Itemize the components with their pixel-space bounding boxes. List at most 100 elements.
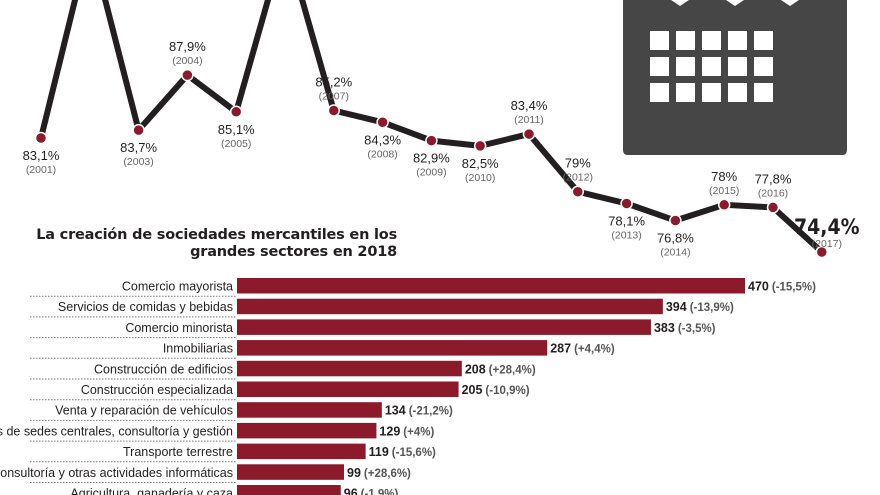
line-segment — [770, 205, 824, 255]
year-label: (2012) — [563, 172, 593, 184]
data-point — [132, 123, 145, 137]
bar-value-label: 99 (+28,6%) — [347, 466, 411, 480]
bar-value-label: 119 (-15,6%) — [369, 445, 436, 459]
value-label: 79% — [565, 156, 591, 171]
category-label: Programación, consultoría y otras activi… — [0, 466, 233, 480]
factory-window — [676, 57, 695, 76]
factory-window — [676, 83, 695, 102]
bar-value-label: 205 (-10,9%) — [462, 383, 530, 397]
data-point — [473, 139, 487, 153]
year-label: (2013) — [611, 230, 641, 242]
bar-value-label: 208 (+28,4%) — [465, 362, 536, 376]
factory-roof-notch — [671, 0, 689, 6]
line-segment — [479, 131, 530, 149]
factory-icon — [623, 0, 847, 155]
data-point — [717, 198, 731, 212]
value-label: 83,1% — [23, 148, 60, 163]
bar — [237, 319, 651, 335]
year-label: (2003) — [123, 156, 153, 168]
bar-change-label: (+28,6%) — [364, 468, 411, 480]
bar-value-label: 134 (-21,2%) — [385, 404, 453, 418]
value-label: 83,4% — [511, 98, 548, 113]
bar — [237, 464, 345, 480]
category-label: Comercio mayorista — [122, 280, 233, 294]
data-point — [229, 105, 243, 119]
year-label: (2011) — [514, 114, 544, 126]
year-label: (2005) — [221, 138, 251, 150]
bar-change-label: (-21,2%) — [409, 406, 453, 418]
factory-window — [702, 57, 721, 76]
line-chart: 83,1%(2001)83,7%(2003)87,9%(2004)85,1%(2… — [23, 0, 860, 259]
bar-change-label: (-10,9%) — [485, 385, 529, 397]
value-label: 77,8% — [755, 171, 792, 186]
factory-roof-notch — [726, 0, 744, 6]
data-point — [34, 131, 48, 145]
line-segment — [526, 132, 581, 194]
data-point — [522, 127, 536, 141]
line-segment — [102, 0, 142, 131]
bar — [237, 360, 462, 377]
category-label: Construcción especializada — [81, 383, 233, 397]
line-segment — [381, 119, 433, 144]
line-segment — [136, 73, 190, 133]
line-segment — [674, 201, 726, 224]
line-segment — [38, 0, 79, 139]
data-point — [669, 214, 682, 227]
line-segment — [185, 72, 239, 115]
value-label: 76,8% — [657, 231, 694, 246]
data-point — [327, 104, 341, 117]
factory-window — [650, 31, 669, 50]
data-point — [181, 68, 194, 82]
data-point — [376, 116, 389, 129]
factory-window — [728, 57, 747, 76]
bar — [237, 443, 366, 460]
line-segment — [625, 200, 677, 224]
value-label: 84,3% — [364, 132, 401, 147]
value-label: 85,2% — [315, 74, 352, 89]
factory-window — [650, 57, 669, 76]
bar-change-label: (-15,6%) — [392, 447, 436, 459]
bar — [237, 278, 745, 294]
factory-window — [650, 83, 669, 102]
bar — [237, 402, 382, 418]
bar-chart-title: La creación de sociedades mercantiles en… — [36, 227, 397, 260]
category-label: Inmobiliarias — [163, 342, 233, 356]
data-point — [571, 185, 585, 198]
year-label: (2009) — [416, 167, 446, 179]
category-label: Actividades de sedes centrales, consulto… — [0, 424, 233, 438]
category-label: Agricultura, ganadería y caza — [70, 487, 233, 495]
bar-change-label: (-13,9%) — [690, 302, 734, 314]
factory-body — [623, 0, 847, 155]
bar-change-label: (-15,5%) — [772, 282, 816, 294]
bar — [237, 422, 377, 439]
year-label: (2010) — [465, 172, 495, 184]
line-segment — [577, 188, 628, 207]
year-label: (2017) — [812, 238, 842, 250]
bar-value-label: 287 (+4,4%) — [550, 342, 615, 356]
bar-change-label: (-3,5%) — [678, 323, 716, 335]
value-label: 74,4% — [794, 215, 860, 239]
line-segment — [431, 137, 481, 149]
factory-window — [754, 57, 773, 76]
year-label: (2007) — [319, 90, 349, 102]
bar-change-label: (-1,9%) — [361, 489, 399, 495]
data-point — [766, 201, 780, 214]
category-label: Venta y reparación de vehículos — [55, 404, 233, 418]
bar-change-label: (+4,4%) — [574, 344, 615, 356]
year-label: (2015) — [709, 185, 739, 197]
category-label: Construcción de edificios — [94, 362, 233, 376]
bar-change-label: (+28,4%) — [489, 364, 536, 376]
bar — [237, 298, 663, 315]
year-label: (2016) — [758, 187, 788, 199]
factory-window — [728, 83, 747, 102]
bar — [237, 340, 548, 356]
value-label: 85,1% — [218, 122, 255, 137]
factory-window — [728, 31, 747, 50]
data-point — [620, 197, 633, 210]
bar-value-label: 383 (-3,5%) — [654, 321, 716, 335]
line-segment — [333, 107, 384, 126]
value-label: 82,9% — [413, 151, 450, 166]
bar-change-label: (+4%) — [403, 426, 434, 438]
factory-window — [754, 83, 773, 102]
bar-chart: Comercio mayorista 470 (-15,5%) Servicios d… — [0, 278, 816, 495]
